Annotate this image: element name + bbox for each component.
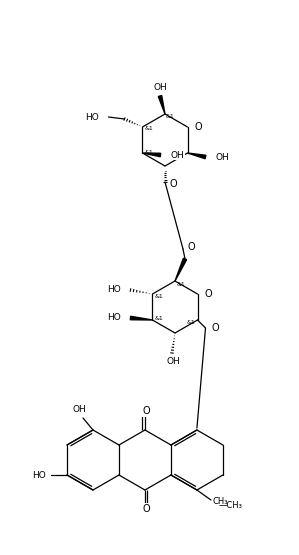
Text: OH: OH: [170, 150, 184, 159]
Text: O: O: [205, 289, 212, 299]
Text: &1: &1: [177, 153, 185, 158]
Text: &1: &1: [155, 294, 163, 299]
Polygon shape: [187, 153, 206, 159]
Polygon shape: [175, 258, 187, 281]
Text: &1: &1: [155, 315, 163, 320]
Text: HO: HO: [32, 471, 46, 480]
Text: OH: OH: [166, 356, 180, 366]
Text: CH₃: CH₃: [213, 497, 228, 507]
Polygon shape: [130, 316, 152, 320]
Text: O: O: [170, 179, 178, 189]
Polygon shape: [158, 95, 165, 114]
Text: HO: HO: [85, 113, 98, 122]
Text: &1: &1: [144, 149, 153, 154]
Text: O: O: [142, 406, 150, 416]
Text: —CH₃: —CH₃: [219, 502, 243, 511]
Text: HO: HO: [107, 314, 120, 322]
Text: HO: HO: [107, 285, 120, 295]
Text: &1: &1: [187, 320, 196, 325]
Text: &1: &1: [166, 114, 175, 119]
Text: OH: OH: [216, 153, 229, 162]
Text: &1: &1: [144, 127, 153, 132]
Text: OH: OH: [72, 406, 86, 415]
Text: O: O: [195, 122, 202, 132]
Polygon shape: [143, 153, 161, 157]
Text: O: O: [211, 323, 219, 333]
Text: &1: &1: [177, 281, 186, 286]
Text: O: O: [142, 504, 150, 514]
Text: O: O: [188, 242, 196, 252]
Text: OH: OH: [153, 83, 167, 93]
